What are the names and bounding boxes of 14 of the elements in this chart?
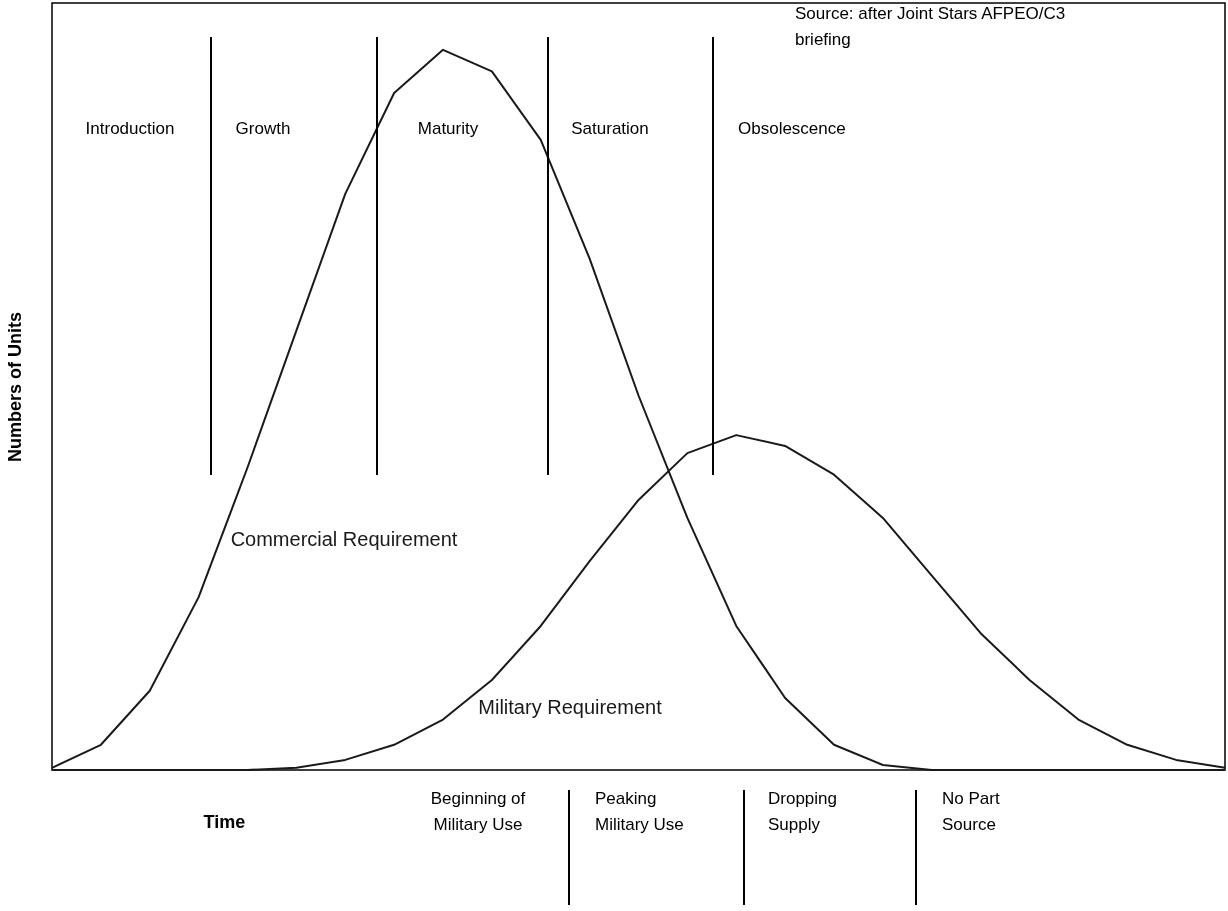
text: Beginning of Military Use bbox=[430, 789, 526, 834]
annotation: Obsolescence bbox=[738, 119, 846, 138]
annotation: Maturity bbox=[417, 119, 479, 138]
text: No Part Source bbox=[942, 789, 1000, 834]
series-label: Commercial Requirement bbox=[230, 528, 458, 550]
y-axis-title: Numbers of Units bbox=[4, 311, 25, 463]
annotation: Saturation bbox=[571, 119, 649, 138]
annotation: Growth bbox=[235, 119, 291, 138]
text: Peaking Military Use bbox=[595, 789, 684, 834]
annotation: Introduction bbox=[85, 119, 175, 138]
x-axis-title: Time bbox=[203, 811, 246, 832]
source-note: Source: after Joint Stars AFPEO/C3 briefing bbox=[795, 4, 1066, 49]
text: Dropping Supply bbox=[768, 789, 837, 834]
series-label: Military Requirement bbox=[478, 696, 663, 718]
